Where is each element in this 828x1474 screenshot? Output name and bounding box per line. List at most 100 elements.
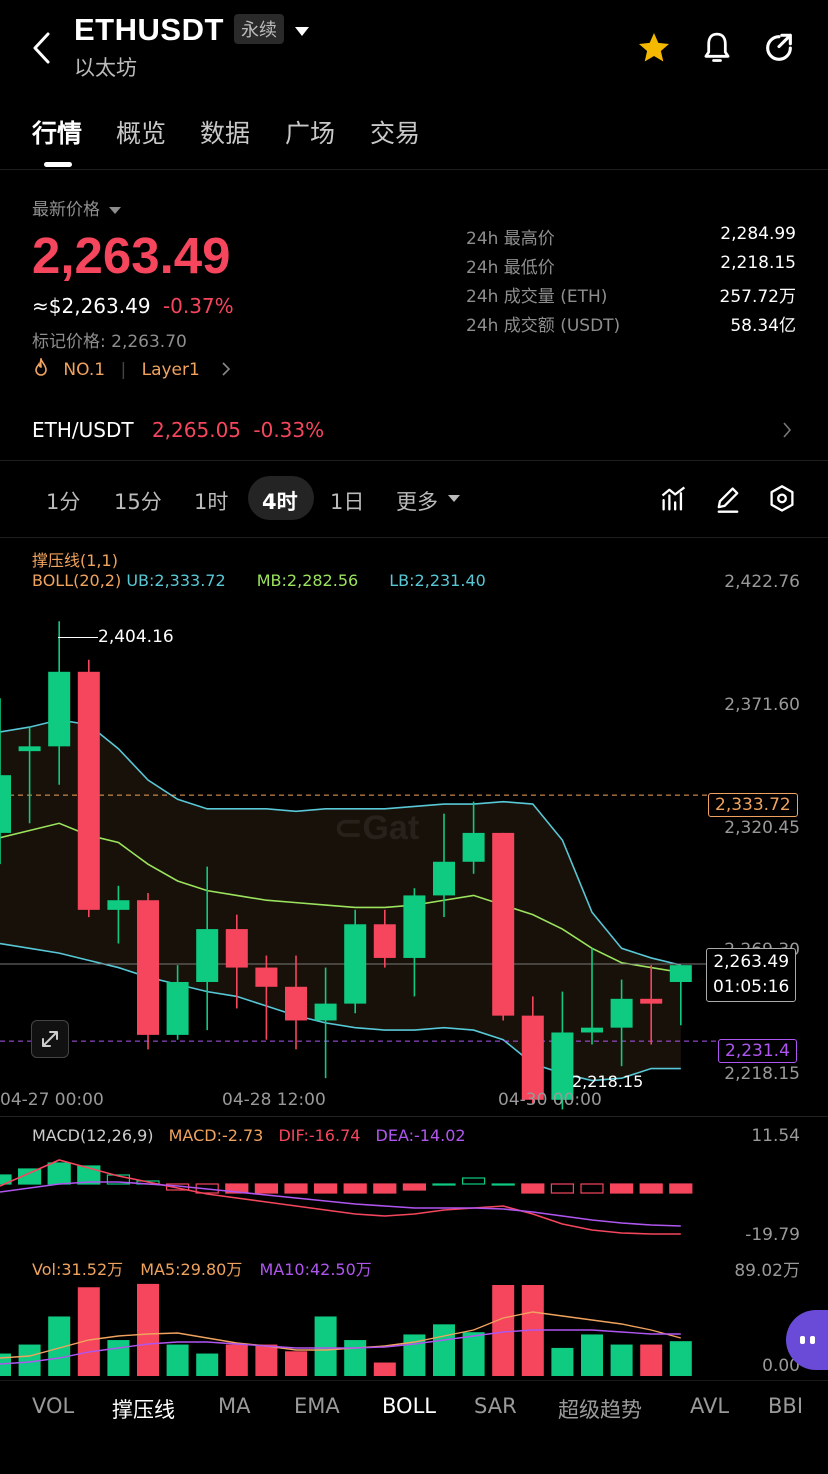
macd-dif: DIF:-16.74 bbox=[278, 1126, 361, 1145]
kline-chart[interactable] bbox=[0, 538, 828, 1118]
boll-label: BOLL(20,2) bbox=[32, 571, 122, 590]
macd-bar bbox=[639, 1183, 663, 1194]
volume-bar bbox=[137, 1283, 159, 1376]
star-icon[interactable] bbox=[636, 30, 672, 70]
divider bbox=[0, 169, 828, 170]
ind-tab-vol[interactable]: VOL bbox=[32, 1394, 75, 1418]
ind-tab-ma[interactable]: MA bbox=[218, 1394, 251, 1418]
macd-chart[interactable] bbox=[0, 1148, 828, 1248]
stat-low-value: 2,218.15 bbox=[720, 253, 796, 273]
candle-body bbox=[669, 965, 692, 982]
macd-bar bbox=[18, 1168, 42, 1185]
ind-tab-ema[interactable]: EMA bbox=[294, 1394, 340, 1418]
macd-bar bbox=[225, 1183, 249, 1194]
vol-axis-min: 0.00 bbox=[762, 1356, 800, 1376]
price-type-selector[interactable]: 最新价格 bbox=[32, 195, 122, 220]
stat-high-label: 24h 最高价 bbox=[466, 229, 555, 249]
period-1h[interactable]: 1时 bbox=[194, 490, 229, 514]
watermark-logo: ⊂Gat bbox=[334, 809, 420, 847]
candle-body bbox=[285, 986, 307, 1021]
spot-pair-row[interactable]: ETH/USDT 2,265.05 -0.33% bbox=[32, 418, 802, 442]
boll-mb: MB:2,282.56 bbox=[256, 571, 359, 590]
volume-bar bbox=[48, 1316, 71, 1376]
ind-tab-bbi[interactable]: BBI bbox=[768, 1394, 804, 1418]
stat-low-label: 24h 最低价 bbox=[466, 258, 555, 278]
tab-overview[interactable]: 概览 bbox=[116, 119, 167, 148]
vol-ma5-line bbox=[0, 1311, 681, 1359]
volume-bar bbox=[314, 1316, 337, 1376]
chart-settings-icon[interactable] bbox=[768, 484, 796, 518]
sector-tag: Layer1 bbox=[141, 360, 200, 380]
bell-icon[interactable] bbox=[700, 30, 734, 70]
divider bbox=[0, 1380, 828, 1381]
stat-high-value: 2,284.99 bbox=[720, 224, 796, 244]
volume-bar bbox=[373, 1362, 396, 1376]
candle-countdown: 01:05:16 bbox=[713, 977, 790, 997]
vol-ma5: MA5:29.80万 bbox=[140, 1260, 243, 1279]
caret-down-icon bbox=[448, 495, 460, 502]
vol-value: Vol:31.52万 bbox=[32, 1260, 124, 1279]
macd-dea: DEA:-14.02 bbox=[375, 1126, 466, 1145]
rank-row[interactable]: NO.1 | Layer1 bbox=[32, 356, 231, 380]
caret-down-icon bbox=[109, 207, 122, 214]
tab-market[interactable]: 行情 bbox=[32, 119, 83, 148]
indicator-settings-icon[interactable] bbox=[660, 484, 688, 518]
volume-bar bbox=[18, 1344, 41, 1376]
period-4h[interactable]: 4时 bbox=[262, 490, 298, 514]
back-icon[interactable] bbox=[30, 30, 54, 70]
share-icon[interactable] bbox=[762, 30, 796, 70]
stat-turnover-label: 24h 成交额 (USDT) bbox=[466, 316, 621, 336]
low-marker: 2,218.15 bbox=[572, 1072, 644, 1091]
tab-trade[interactable]: 交易 bbox=[370, 119, 421, 148]
fullscreen-button[interactable] bbox=[31, 1020, 69, 1058]
usd-price: ≈$2,263.49 bbox=[32, 294, 151, 318]
boll-ub: UB:2,333.72 bbox=[126, 571, 226, 590]
ind-tab-avl[interactable]: AVL bbox=[690, 1394, 730, 1418]
macd-bar bbox=[462, 1177, 486, 1185]
candle-body bbox=[462, 832, 485, 862]
macd-axis-max: 11.54 bbox=[751, 1126, 800, 1146]
volume-bar bbox=[285, 1351, 307, 1376]
floating-assistant-button[interactable] bbox=[786, 1310, 828, 1370]
period-1d[interactable]: 1日 bbox=[330, 490, 365, 514]
volume-bar bbox=[0, 1353, 11, 1376]
symbol-dropdown-icon[interactable] bbox=[294, 22, 310, 41]
time-axis-label: 04-27 00:00 bbox=[0, 1090, 104, 1110]
candle-body bbox=[137, 900, 159, 1035]
vol-legend: Vol:31.52万 MA5:29.80万 MA10:42.50万 bbox=[32, 1256, 372, 1280]
macd-bar bbox=[609, 1183, 634, 1194]
spot-change: -0.33% bbox=[253, 418, 325, 442]
macd-bar bbox=[373, 1183, 397, 1194]
volume-bar bbox=[462, 1332, 485, 1376]
flame-icon bbox=[35, 356, 47, 376]
expand-icon bbox=[42, 1031, 58, 1047]
period-1m[interactable]: 1分 bbox=[46, 490, 81, 514]
symbol-title[interactable]: ETHUSDT bbox=[74, 12, 224, 47]
mark-price-label: 标记价格: bbox=[32, 332, 106, 352]
macd-bar bbox=[402, 1183, 426, 1191]
tab-square[interactable]: 广场 bbox=[285, 119, 336, 148]
chevron-right-icon bbox=[783, 422, 792, 438]
ind-tab-support[interactable]: 撑压线 bbox=[112, 1398, 175, 1422]
ind-tab-sar[interactable]: SAR bbox=[474, 1394, 517, 1418]
candle-body bbox=[225, 929, 248, 968]
period-more[interactable]: 更多 bbox=[396, 490, 438, 514]
price-axis-label: 2,371.60 bbox=[724, 695, 800, 715]
volume-chart[interactable] bbox=[0, 1278, 828, 1378]
tab-data[interactable]: 数据 bbox=[200, 119, 251, 148]
spot-pair: ETH/USDT bbox=[32, 418, 134, 442]
indicator-title: 撑压线(1,1) bbox=[32, 551, 118, 570]
ind-tab-boll[interactable]: BOLL bbox=[382, 1394, 436, 1418]
stat-volume-label: 24h 成交量 (ETH) bbox=[466, 287, 608, 307]
draw-tool-icon[interactable] bbox=[714, 484, 742, 518]
chat-bubble-icon bbox=[800, 1336, 815, 1344]
volume-bar bbox=[669, 1341, 692, 1376]
candle-body bbox=[403, 895, 426, 958]
period-15m[interactable]: 15分 bbox=[114, 490, 162, 514]
macd-bar bbox=[284, 1183, 308, 1194]
price-usd-row: ≈$2,263.49 -0.37% bbox=[32, 294, 234, 318]
volume-bar bbox=[107, 1340, 130, 1376]
volume-bar bbox=[610, 1344, 633, 1376]
vol-axis-max: 89.02万 bbox=[734, 1261, 800, 1281]
ind-tab-supertrend[interactable]: 超级趋势 bbox=[558, 1398, 642, 1422]
